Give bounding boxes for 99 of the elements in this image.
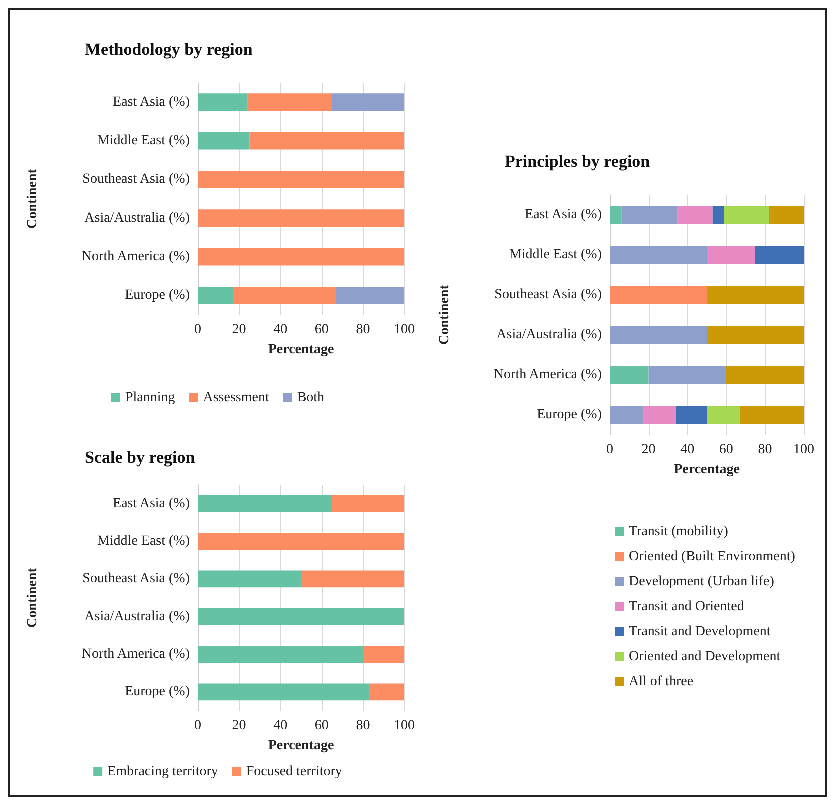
bar (198, 248, 404, 266)
legend-label: Development (Urban life) (629, 574, 775, 590)
y-tick-label: East Asia (%) (113, 496, 190, 512)
bar (642, 406, 676, 424)
x-tick-label: 0 (606, 442, 614, 458)
x-tick-label: 20 (232, 718, 246, 734)
x-tick-label: 100 (794, 442, 814, 458)
y-tick-label: Middle East (%) (509, 248, 602, 262)
x-tick-label: 20 (232, 322, 246, 338)
y-tick-label: Europe (%) (125, 288, 190, 304)
bar (369, 684, 404, 701)
y-tick-label: Europe (%) (125, 684, 190, 700)
bar (198, 94, 248, 112)
bar (676, 406, 707, 424)
bar (198, 684, 370, 701)
y-tick-label: Southeast Asia (%) (494, 288, 602, 302)
legend-label: Both (297, 390, 325, 406)
x-tick-label: 60 (314, 718, 329, 734)
bar (740, 406, 804, 424)
y-tick-label: Middle East (%) (97, 534, 190, 549)
bar (250, 132, 404, 150)
x-tick-label: 80 (356, 718, 370, 734)
bar (332, 495, 404, 512)
bar (198, 132, 250, 150)
legend-label: Transit (mobility) (629, 524, 729, 540)
bar (726, 366, 804, 384)
x-axis-title: Percentage (268, 738, 334, 754)
x-tick-label: 40 (274, 718, 288, 734)
y-axis-title: Continent (438, 284, 452, 345)
bar (198, 646, 364, 663)
x-tick-label: 100 (394, 718, 415, 734)
bar (198, 170, 404, 188)
y-tick-label: Southeast Asia (%) (82, 572, 190, 587)
y-axis-title: Continent (26, 568, 40, 628)
bar (707, 406, 740, 424)
bar (707, 326, 804, 344)
legend-label: Focused territory (246, 764, 342, 780)
bar (336, 286, 404, 304)
bar (724, 206, 770, 224)
legend-label: All of three (629, 674, 694, 690)
y-tick-label: North America (%) (82, 250, 190, 264)
bar (648, 366, 726, 384)
bar (198, 286, 234, 304)
x-axis-title: Percentage (674, 462, 740, 478)
y-tick-label: Southeast Asia (%) (82, 172, 190, 188)
x-tick-label: 40 (274, 322, 288, 338)
x-axis-title: Percentage (268, 342, 334, 358)
y-tick-label: Europe (%) (537, 408, 602, 422)
y-tick-label: Asia/Australia (%) (496, 328, 602, 342)
bar (678, 206, 713, 224)
x-tick-label: 0 (194, 718, 202, 734)
bar (198, 533, 404, 550)
legend-label: Transit and Development (629, 624, 771, 640)
bar (198, 570, 302, 588)
y-tick-label: Middle East (%) (97, 134, 190, 148)
bar (332, 94, 404, 112)
y-tick-label: East Asia (%) (113, 94, 190, 110)
bar (610, 286, 707, 304)
y-tick-label: East Asia (%) (525, 208, 602, 222)
bar (198, 210, 404, 228)
y-axis-title: Continent (26, 168, 40, 229)
legend-label: Transit and Oriented (629, 600, 744, 614)
bar (363, 646, 404, 663)
x-tick-label: 0 (194, 322, 202, 338)
bar (248, 94, 332, 112)
bar (622, 206, 678, 224)
legend-label: Embracing territory (108, 764, 218, 780)
chart-title: Methodology by region (85, 40, 254, 59)
bar (610, 206, 622, 224)
bar (707, 286, 804, 304)
bar (610, 366, 649, 384)
bar (198, 495, 332, 512)
bar (610, 246, 707, 264)
bar (769, 206, 804, 224)
bar (610, 326, 707, 344)
legend-label: Planning (125, 390, 176, 406)
bar (610, 406, 643, 424)
y-tick-label: North America (%) (82, 647, 190, 662)
x-tick-label: 100 (394, 322, 415, 338)
x-tick-label: 80 (758, 442, 772, 458)
bar (301, 570, 404, 588)
y-tick-label: Asia/Australia (%) (84, 210, 190, 226)
legend-label: Oriented (Built Environment) (629, 550, 796, 564)
chart-title: Principles by region (505, 152, 651, 171)
bar (756, 246, 804, 264)
bar (198, 608, 404, 626)
y-tick-label: Asia/Australia (%) (84, 609, 190, 624)
chart-title: Scale by region (85, 448, 196, 467)
x-tick-label: 40 (680, 442, 695, 458)
x-tick-label: 80 (356, 322, 370, 338)
bar (233, 286, 336, 304)
y-tick-label: North America (%) (494, 368, 602, 382)
x-tick-label: 60 (314, 322, 329, 338)
x-tick-label: 20 (642, 442, 656, 458)
x-tick-label: 60 (719, 442, 734, 458)
legend-label: Assessment (203, 390, 270, 406)
bar (712, 206, 724, 224)
legend-label: Oriented and Development (629, 650, 781, 664)
bar (707, 246, 756, 264)
